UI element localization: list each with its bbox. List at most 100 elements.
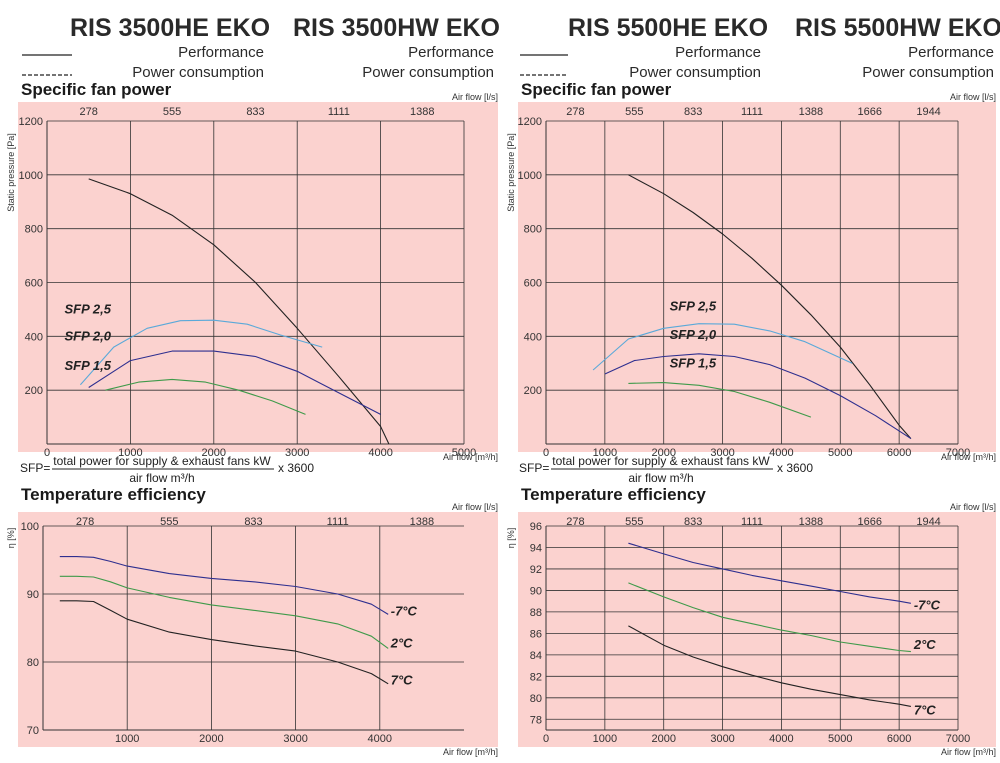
- x2-tick-label: 1111: [327, 516, 349, 528]
- x2-tick-label: 833: [246, 106, 264, 118]
- x-tick-label: 0: [543, 733, 549, 745]
- x2-axis-label: Air flow [l/s]: [950, 92, 996, 102]
- y-tick-label: 90: [530, 585, 542, 597]
- x-tick-label: 2000: [199, 733, 223, 745]
- series-line-sfp-1-5: [105, 378, 306, 415]
- model-title-3500hw: RIS 3500HW EKO: [293, 14, 500, 42]
- plot-background: [18, 512, 498, 747]
- header-left: RIS 3500HE EKO RIS 3500HW EKO Performanc…: [22, 14, 500, 81]
- series-line--7-c: [59, 556, 389, 615]
- x-tick-label: 0: [543, 447, 549, 459]
- series-label-sfp-2-0: SFP 2,0: [670, 327, 717, 342]
- model-title-5500he: RIS 5500HE EKO: [568, 14, 768, 42]
- series-line-sfp-2-5: [79, 319, 323, 386]
- x-tick-label: 6000: [887, 447, 911, 459]
- chart-temp_5500: Temperature efficiency 0 1000 2000 3000 4000 5…: [506, 485, 996, 757]
- x2-tick-label: 555: [625, 516, 643, 528]
- x-axis-label: Air flow [m³/h]: [941, 747, 996, 757]
- x2-tick-label: 278: [566, 106, 584, 118]
- y-axis-label: η [%]: [506, 528, 516, 549]
- x-axis-label: Air flow [m³/h]: [443, 747, 498, 757]
- y-tick-label: 800: [25, 224, 43, 236]
- x-axis-label: Air flow [m³/h]: [443, 452, 498, 462]
- x2-tick-label: 1388: [799, 106, 823, 118]
- x2-tick-label: 1666: [857, 516, 881, 528]
- series-label-sfp-1-5: SFP 1,5: [65, 358, 112, 373]
- legend-power-label-right: Power consumption: [629, 64, 761, 81]
- y-tick-label: 1000: [19, 170, 43, 182]
- x-tick-label: 3000: [283, 733, 307, 745]
- y-tick-label: 78: [530, 714, 542, 726]
- y-tick-label: 96: [530, 521, 542, 533]
- x-tick-label: 1000: [593, 447, 617, 459]
- series-line-2-c: [59, 575, 389, 649]
- chart-title: Temperature efficiency: [521, 485, 706, 504]
- y-tick-label: 1200: [518, 116, 542, 128]
- y-tick-label: 400: [25, 331, 43, 343]
- x-tick-label: 4000: [769, 447, 793, 459]
- x2-axis-label: Air flow [l/s]: [452, 92, 498, 102]
- x2-axis-label: Air flow [l/s]: [950, 502, 996, 512]
- series-label-sfp-2-5: SFP 2,5: [670, 299, 717, 314]
- y-tick-label: 600: [25, 278, 43, 290]
- y-tick-label: 1000: [518, 170, 542, 182]
- formula-numerator-right: total power for supply & exhaust fans kW: [552, 454, 770, 468]
- chart-title: Temperature efficiency: [21, 485, 206, 504]
- formula-numerator: total power for supply & exhaust fans kW: [53, 454, 271, 468]
- x-tick-label: 3000: [710, 447, 734, 459]
- y-tick-label: 80: [530, 693, 542, 705]
- x-tick-label: 1000: [115, 733, 139, 745]
- series-line-performance: [628, 174, 912, 439]
- x2-tick-label: 833: [684, 516, 702, 528]
- x-tick-label: 4000: [368, 733, 392, 745]
- chart-sfp_3500: Specific fan power 0 1000 2000 3000 4000 5000 2…: [6, 80, 498, 462]
- y-tick-label: 94: [530, 542, 542, 554]
- series-label--7-c: -7°C: [391, 604, 418, 619]
- x2-tick-label: 278: [80, 106, 98, 118]
- x-tick-label: 7000: [946, 733, 970, 745]
- x-tick-label: 3000: [285, 447, 309, 459]
- chart-title: Specific fan power: [21, 80, 172, 99]
- x-tick-label: 1000: [593, 733, 617, 745]
- x-tick-label: 5000: [828, 447, 852, 459]
- series-line-sfp-2-0: [604, 353, 912, 440]
- series-line-sfp-2-0: [88, 350, 381, 415]
- series-label-2-c: 2°C: [913, 637, 936, 652]
- y-tick-label: 200: [25, 385, 43, 397]
- x-tick-label: 6000: [887, 733, 911, 745]
- x-tick-label: 3000: [710, 733, 734, 745]
- legend-performance-label-right-2: Performance: [908, 44, 994, 61]
- y-tick-label: 86: [530, 628, 542, 640]
- sfp-formula-left: SFP= total power for supply & exhaust fa…: [20, 454, 314, 485]
- y-tick-label: 1200: [19, 116, 43, 128]
- y-axis-label: Static pressure [Pa]: [6, 133, 16, 212]
- chart-sfp_5500: Specific fan power 0 1000 2000 3000 4000 5000 6…: [506, 80, 996, 462]
- legend-performance-label: Performance: [178, 44, 264, 61]
- x-tick-label: 0: [44, 447, 50, 459]
- formula-suffix-right: x 3600: [777, 461, 813, 475]
- y-tick-label: 90: [27, 589, 39, 601]
- y-tick-label: 84: [530, 650, 542, 662]
- series-line--7-c: [628, 542, 911, 604]
- x-tick-label: 1000: [118, 447, 142, 459]
- series-line-7-c: [628, 625, 912, 707]
- chart-temp_3500: Temperature efficiency 1000 2000 3000 4000 70…: [6, 485, 498, 757]
- formula-prefix-right: SFP=: [519, 461, 549, 475]
- x-tick-label: 4000: [769, 733, 793, 745]
- y-tick-label: 80: [27, 657, 39, 669]
- series-line-sfp-2-5: [592, 323, 853, 371]
- x-axis-label: Air flow [m³/h]: [941, 452, 996, 462]
- x-tick-label: 5000: [452, 447, 476, 459]
- series-label-sfp-2-0: SFP 2,0: [65, 328, 112, 343]
- x-tick-label: 2000: [651, 447, 675, 459]
- legend-power-label-2: Power consumption: [362, 64, 494, 81]
- series-label-7-c: 7°C: [914, 703, 936, 718]
- x2-tick-label: 1111: [741, 106, 763, 118]
- y-tick-label: 70: [27, 725, 39, 737]
- plot-background: [518, 102, 996, 452]
- legend-performance-label-right: Performance: [675, 44, 761, 61]
- plot-background: [518, 512, 996, 747]
- x2-axis-label: Air flow [l/s]: [452, 502, 498, 512]
